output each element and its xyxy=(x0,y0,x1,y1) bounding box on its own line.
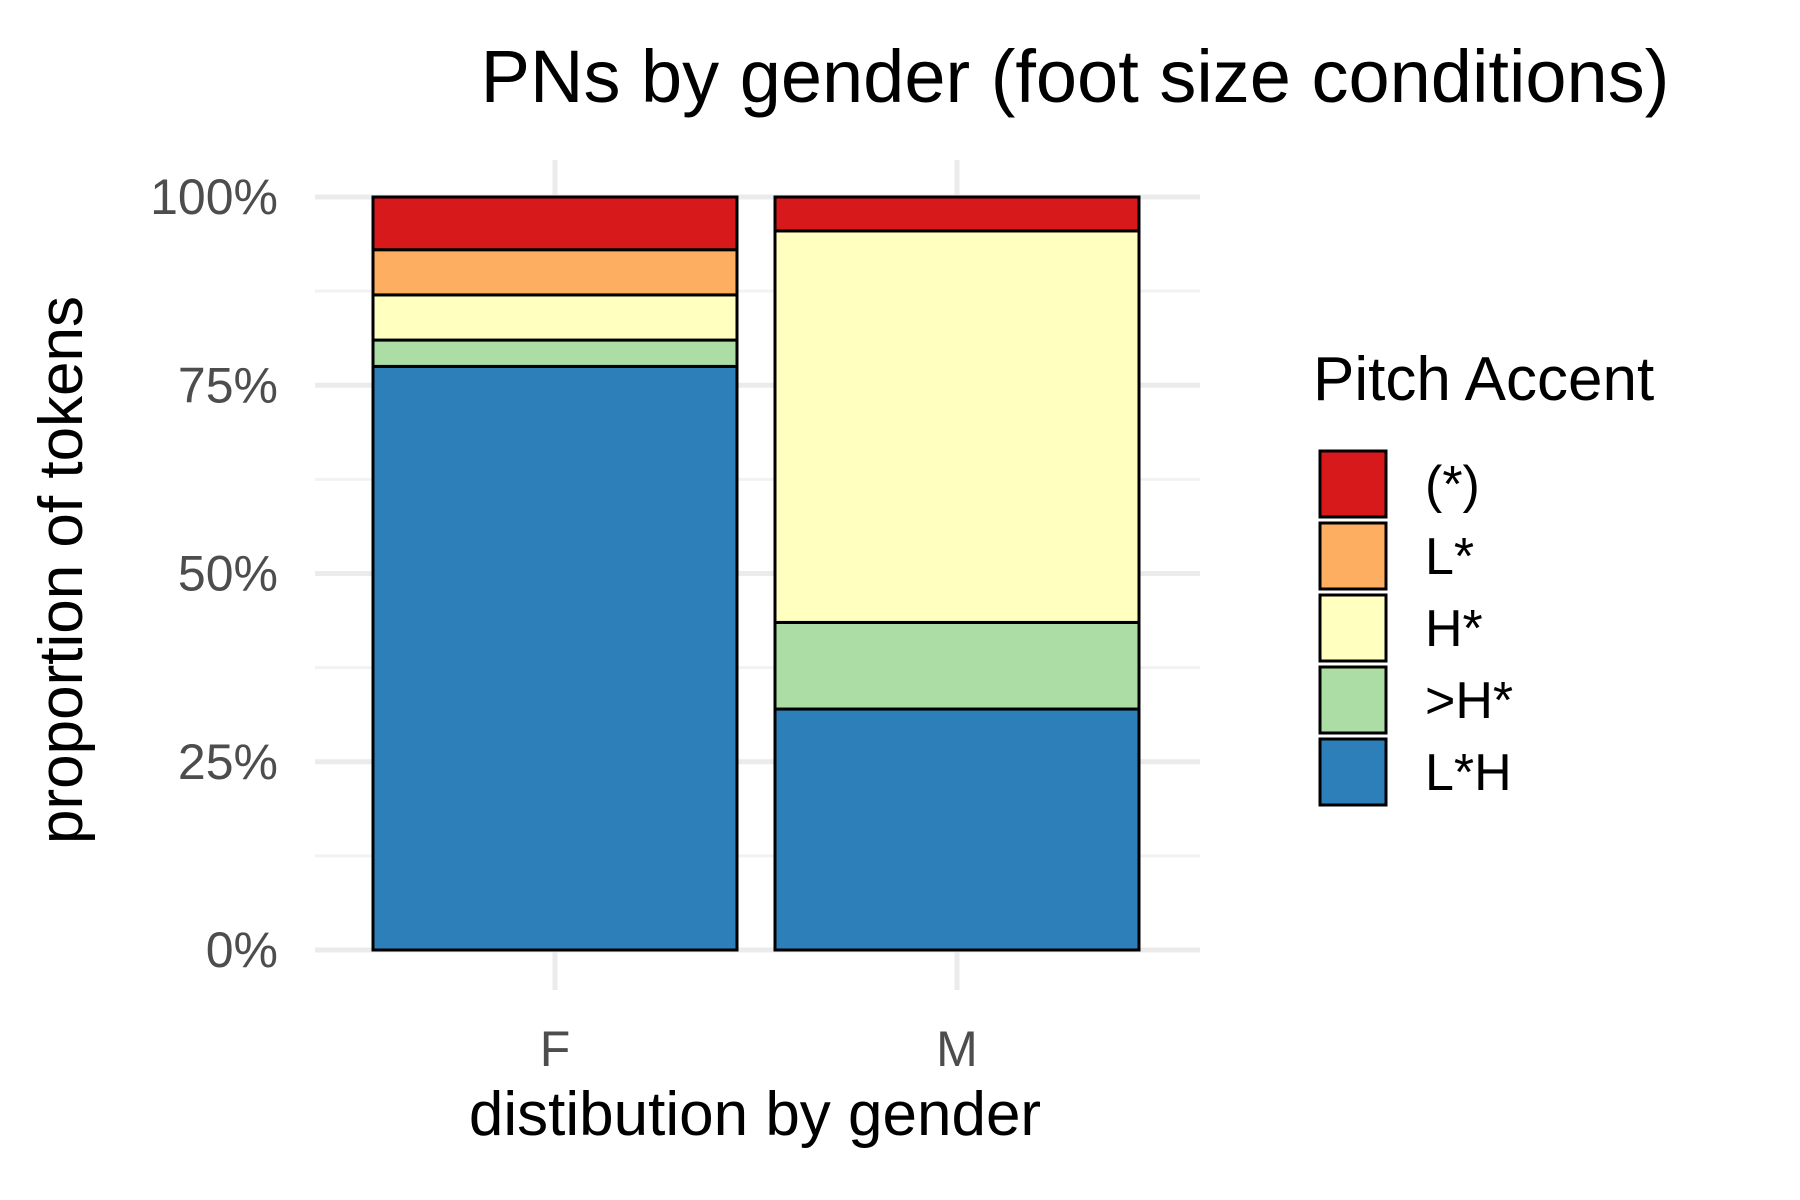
legend-key xyxy=(1318,737,1388,807)
legend-title: Pitch Accent xyxy=(1313,345,1654,414)
bar-segment-M-(*) xyxy=(773,195,1141,233)
legend-key xyxy=(1318,521,1388,591)
legend-item: >H* xyxy=(1318,665,1513,735)
bar-segment-F-H* xyxy=(371,293,739,342)
stacked-bars xyxy=(371,195,1141,952)
legend-label: H* xyxy=(1425,600,1483,658)
x-tick-label: F xyxy=(540,1021,571,1077)
legend-label: L*H xyxy=(1425,744,1512,802)
y-axis-ticks: 0% 25% 50% 75% 100% xyxy=(150,169,278,978)
legend-key xyxy=(1318,449,1388,519)
y-tick-label: 50% xyxy=(178,546,278,602)
y-axis-title: proportion of tokens xyxy=(27,296,96,844)
bar-segment-M-L*H xyxy=(773,707,1141,952)
x-axis-title: distibution by gender xyxy=(469,1080,1041,1149)
bar-segment-F-L* xyxy=(371,248,739,297)
bar-segment-F->H* xyxy=(371,338,739,368)
bar-segment-F-L*H xyxy=(371,364,739,952)
legend-label: (*) xyxy=(1425,456,1480,514)
y-tick-label: 25% xyxy=(178,734,278,790)
bar-segment-M-H* xyxy=(773,229,1141,624)
legend-item: L* xyxy=(1318,521,1474,591)
y-tick-label: 0% xyxy=(206,922,278,978)
legend-key xyxy=(1318,593,1388,663)
chart-title: PNs by gender (foot size conditions) xyxy=(481,35,1670,118)
bar-F xyxy=(371,195,739,952)
legend: Pitch Accent (*) L* H* >H* L*H xyxy=(1313,345,1654,807)
bar-segment-M->H* xyxy=(773,620,1141,711)
legend-label: >H* xyxy=(1425,672,1513,730)
legend-item: H* xyxy=(1318,593,1483,663)
x-tick-label: M xyxy=(936,1021,978,1077)
y-tick-label: 100% xyxy=(150,169,278,225)
legend-key xyxy=(1318,665,1388,735)
bar-segment-F-(*) xyxy=(371,195,739,252)
legend-item: (*) xyxy=(1318,449,1480,519)
legend-label: L* xyxy=(1425,528,1474,586)
legend-item: L*H xyxy=(1318,737,1512,807)
bar-M xyxy=(773,195,1141,952)
y-tick-label: 75% xyxy=(178,357,278,413)
